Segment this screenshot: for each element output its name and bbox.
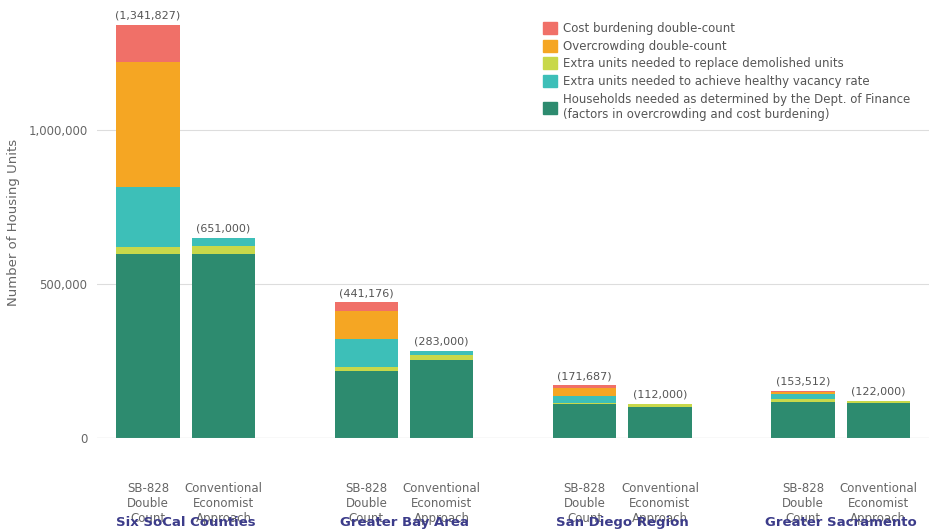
Bar xyxy=(334,339,398,367)
Bar xyxy=(628,406,692,438)
Bar xyxy=(334,302,398,311)
Bar xyxy=(116,247,180,254)
Bar xyxy=(410,355,474,360)
Y-axis label: Number of Housing Units: Number of Housing Units xyxy=(7,139,20,306)
Text: (122,000): (122,000) xyxy=(851,387,905,396)
Text: Six SoCal Counties: Six SoCal Counties xyxy=(116,516,256,529)
Text: (153,512): (153,512) xyxy=(776,377,830,387)
Text: (651,000): (651,000) xyxy=(197,223,251,234)
Text: Greater Bay Area: Greater Bay Area xyxy=(340,516,468,529)
Bar xyxy=(192,246,256,254)
Bar xyxy=(553,403,616,404)
Bar xyxy=(771,400,835,402)
Bar xyxy=(553,396,616,403)
Bar xyxy=(410,360,474,438)
Bar xyxy=(116,62,180,187)
Bar xyxy=(628,404,692,406)
Bar xyxy=(771,394,835,400)
Text: (441,176): (441,176) xyxy=(339,288,394,298)
Text: Greater Sacramento: Greater Sacramento xyxy=(765,516,916,529)
Bar xyxy=(334,311,398,339)
Bar xyxy=(334,370,398,438)
Bar xyxy=(192,238,256,246)
Bar xyxy=(410,351,474,355)
Text: (1,341,827): (1,341,827) xyxy=(115,11,181,21)
Bar xyxy=(334,367,398,370)
Bar xyxy=(846,401,910,403)
Bar xyxy=(771,392,835,394)
Bar xyxy=(846,403,910,438)
Text: (283,000): (283,000) xyxy=(415,337,469,347)
Bar xyxy=(553,385,616,388)
Bar xyxy=(771,391,835,392)
Text: (171,687): (171,687) xyxy=(557,371,612,381)
Bar xyxy=(116,25,180,62)
Bar xyxy=(116,187,180,247)
Bar xyxy=(553,404,616,438)
Bar xyxy=(553,388,616,396)
Legend: Cost burdening double-count, Overcrowding double-count, Extra units needed to re: Cost burdening double-count, Overcrowdin… xyxy=(538,17,914,126)
Text: (112,000): (112,000) xyxy=(633,389,687,400)
Bar xyxy=(116,254,180,438)
Bar xyxy=(192,254,256,438)
Bar xyxy=(771,402,835,438)
Text: San Diego Region: San Diego Region xyxy=(556,516,689,529)
